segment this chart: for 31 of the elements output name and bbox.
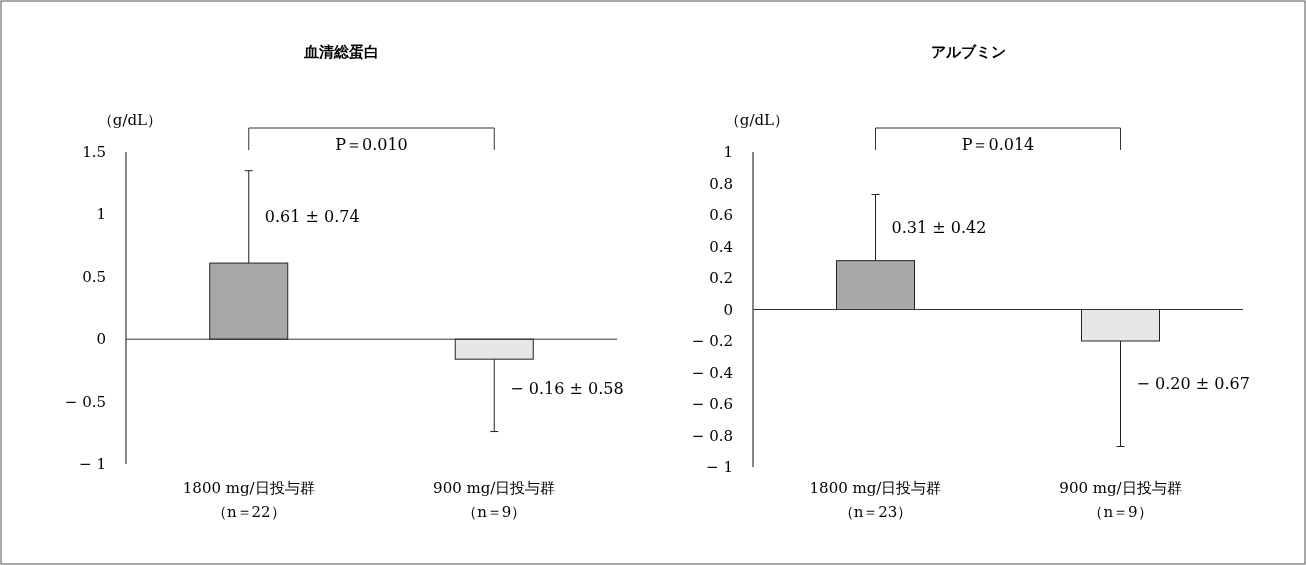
annotation: P＝0.010: [335, 135, 408, 154]
x-tick-label: 1800 mg/日投与群（n＝23）: [809, 479, 942, 521]
y-axis-title: （g/dL）: [724, 111, 789, 129]
annotation: P＝0.014: [961, 135, 1035, 154]
y-tick-label: 1.5: [82, 143, 106, 161]
y-tick-label: 1: [723, 143, 733, 161]
y-tick-label: 0.5: [82, 267, 106, 286]
annotation: 0.61 ± 0.74: [264, 207, 360, 227]
x-tick-label: 900 mg/日投与群（n＝9）: [433, 479, 556, 521]
y-tick-label: − 1: [79, 455, 106, 473]
y-tick-label: − 0.2: [691, 332, 733, 350]
y-tick-label: − 0.4: [691, 363, 733, 382]
y-tick-label: 0.4: [709, 237, 733, 256]
y-tick-label: 0.2: [709, 269, 733, 287]
y-tick-label: 1: [96, 205, 106, 224]
chart-title: 血清総蛋白: [303, 43, 379, 61]
y-tick-label: 0.8: [709, 174, 733, 193]
annotation: 0.31 ± 0.42: [891, 218, 987, 238]
y-axis-title: （g/dL）: [97, 111, 162, 129]
x-tick-label: 1800 mg/日投与群（n＝22）: [182, 479, 315, 521]
y-tick-label: − 0.5: [64, 392, 106, 411]
y-tick-label: 0.6: [709, 206, 733, 224]
chart-title: アルブミン: [930, 43, 1006, 61]
y-tick-label: − 0.8: [691, 426, 733, 445]
y-tick-label: − 1: [706, 458, 733, 476]
y-tick-label: 0: [96, 330, 106, 349]
y-tick-label: 0: [723, 300, 733, 319]
x-tick-label: 900 mg/日投与群（n＝9）: [1059, 479, 1182, 521]
annotation: − 0.16 ± 0.58: [510, 378, 624, 398]
annotation: − 0.20 ± 0.67: [1136, 373, 1250, 393]
y-tick-label: − 0.6: [691, 395, 733, 413]
